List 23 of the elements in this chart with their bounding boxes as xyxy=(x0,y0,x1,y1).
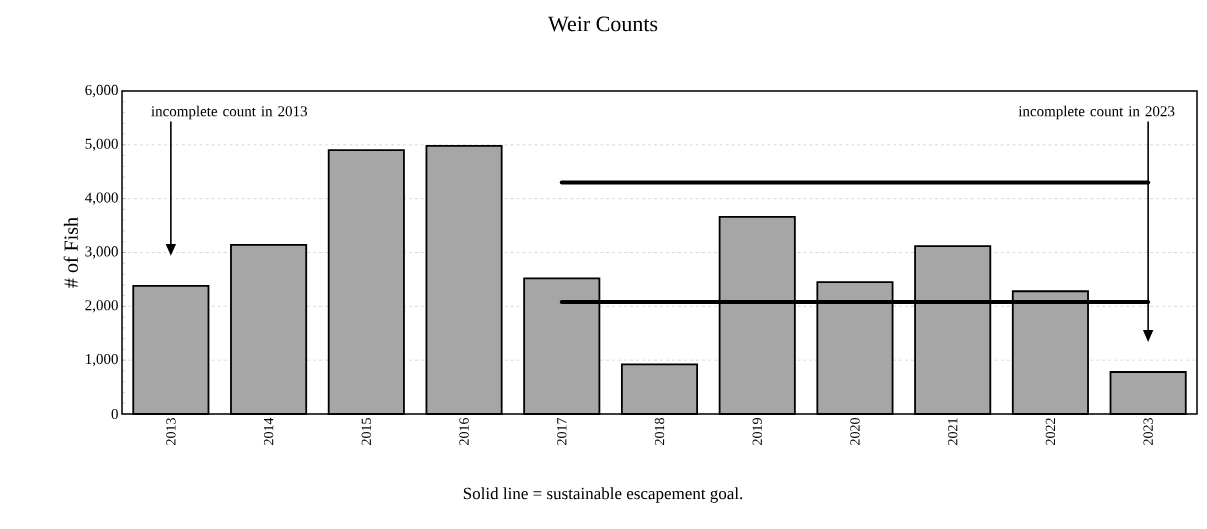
y-tick-label: 4,000 xyxy=(85,192,118,205)
x-tick-label: 2019 xyxy=(752,418,762,445)
x-tick-label: 2020 xyxy=(850,418,860,445)
y-tick-label: 1,000 xyxy=(86,354,118,367)
y-axis-title: # of Fish xyxy=(63,217,78,288)
x-tick-label: 2018 xyxy=(654,418,665,445)
x-tick-label: 2021 xyxy=(947,418,958,445)
y-tick-label: 5,000 xyxy=(85,138,118,151)
y-tick-label: 6,000 xyxy=(85,84,118,98)
text: Solid line = sustainable escapement goal. xyxy=(463,487,743,503)
x-tick-label: 2023 xyxy=(1143,418,1153,445)
x-tick-label: 2017 xyxy=(557,417,567,445)
x-tick-label: 2016 xyxy=(459,417,469,445)
x-tick-label: 2022 xyxy=(1045,418,1056,445)
x-tick-label: 2013 xyxy=(166,418,176,445)
x-tick-label: 2015 xyxy=(361,418,372,445)
annotation: incomplete count in 2023 xyxy=(1018,105,1175,120)
chart-title: Weir Counts xyxy=(548,16,658,32)
y-tick-label: 3,000 xyxy=(85,246,118,259)
y-tick-label: 0 xyxy=(111,408,118,420)
annotation: incomplete count in 2013 xyxy=(151,105,307,120)
y-tick-label: 2,000 xyxy=(85,300,118,313)
x-tick-label: 2014 xyxy=(263,417,274,445)
